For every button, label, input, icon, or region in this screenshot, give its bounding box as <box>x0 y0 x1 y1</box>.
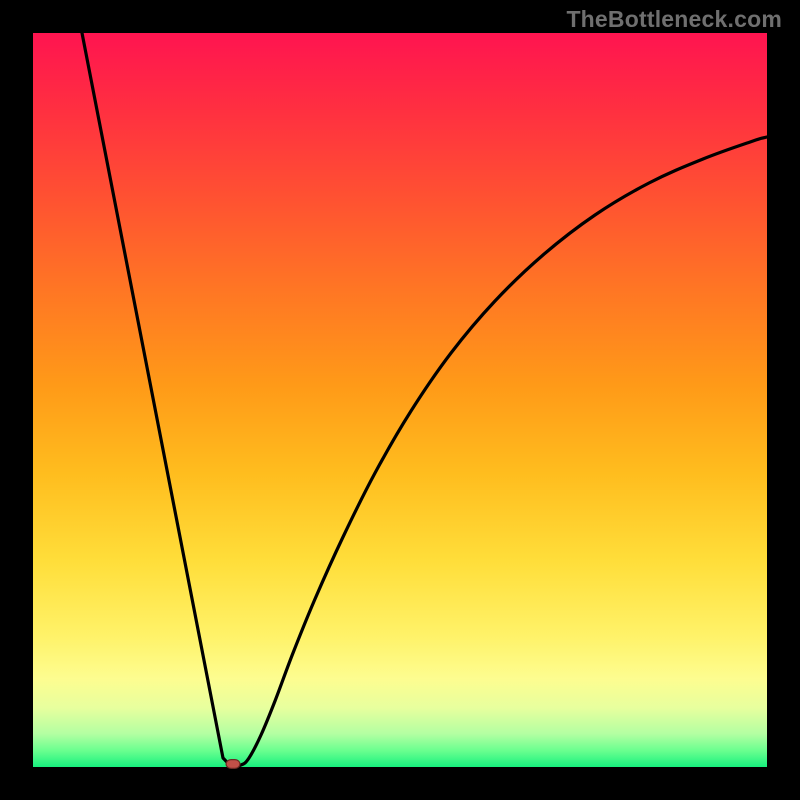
plot-area <box>33 33 767 767</box>
watermark-text: TheBottleneck.com <box>566 6 782 33</box>
optimum-marker <box>226 759 241 769</box>
bottleneck-curve <box>33 33 767 767</box>
chart-container: TheBottleneck.com <box>0 0 800 800</box>
